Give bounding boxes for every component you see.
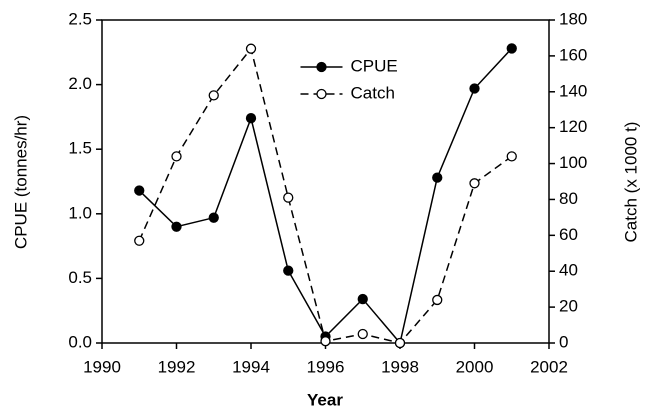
- legend-marker: [316, 61, 327, 73]
- y-tick-label: 2.0: [68, 74, 92, 93]
- data-point: [469, 178, 480, 189]
- data-point: [320, 336, 331, 347]
- y2-tick-label: 80: [559, 189, 578, 208]
- y2-tick-label: 20: [559, 297, 578, 316]
- y-axis-label: CPUE (tonnes/hr): [11, 115, 30, 249]
- data-point: [171, 151, 182, 162]
- y-tick-label: 0.5: [68, 268, 92, 287]
- data-point: [283, 265, 294, 276]
- y2-tick-label: 40: [559, 261, 578, 280]
- y-tick-label: 1.5: [68, 139, 92, 158]
- x-tick-label: 2000: [456, 357, 494, 376]
- data-point: [506, 151, 517, 162]
- data-point: [208, 90, 219, 101]
- y2-tick-label: 160: [559, 45, 587, 64]
- x-tick-label: 2002: [530, 357, 568, 376]
- data-point: [134, 235, 145, 246]
- data-point: [432, 294, 443, 306]
- x-tick-label: 1998: [381, 357, 419, 376]
- data-point: [394, 337, 406, 349]
- legend-marker: [316, 88, 327, 100]
- data-point: [506, 43, 517, 54]
- data-point: [171, 221, 182, 232]
- y-tick-label: 2.5: [68, 9, 92, 28]
- legend-label: CPUE: [351, 56, 398, 75]
- y-tick-label: 0.0: [68, 332, 92, 351]
- x-tick-label: 1996: [307, 357, 345, 376]
- data-point: [245, 113, 257, 124]
- data-point: [134, 185, 145, 196]
- y2-tick-label: 180: [559, 9, 587, 28]
- data-point: [245, 43, 257, 54]
- x-axis-label: Year: [307, 390, 343, 409]
- data-point: [432, 172, 443, 183]
- data-point: [357, 293, 368, 305]
- x-tick-label: 1990: [83, 357, 121, 376]
- data-point: [208, 212, 219, 223]
- x-tick-label: 1992: [158, 357, 196, 376]
- x-tick-label: 1994: [232, 357, 270, 376]
- data-point: [283, 192, 294, 203]
- y2-tick-label: 120: [559, 117, 587, 136]
- y2-tick-label: 140: [559, 81, 587, 100]
- y2-tick-label: 60: [559, 225, 578, 244]
- y2-tick-label: 100: [559, 153, 587, 172]
- y-tick-label: 1.0: [68, 203, 92, 222]
- y2-tick-label: 0: [559, 332, 568, 351]
- data-point: [469, 83, 480, 94]
- data-point: [357, 328, 368, 340]
- legend-label: Catch: [351, 83, 395, 102]
- y2-axis-label: Catch (x 1000 t): [621, 122, 640, 243]
